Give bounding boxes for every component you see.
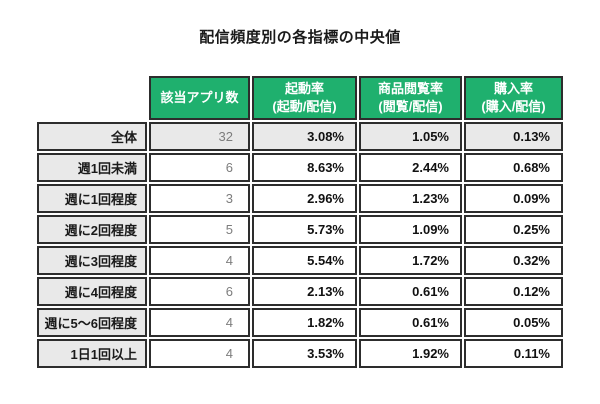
view-rate-cell: 2.44% [359, 153, 462, 182]
launch-rate-cell: 2.13% [252, 277, 357, 306]
row-label: 週1回未満 [37, 153, 147, 182]
column-header-sublabel: (購入/配信) [481, 99, 546, 114]
row-label: 週に1回程度 [37, 184, 147, 213]
purchase-rate-cell: 0.13% [464, 122, 563, 151]
purchase-rate-cell: 0.25% [464, 215, 563, 244]
view-rate-cell: 1.23% [359, 184, 462, 213]
table-row: 週に3回程度 4 5.54% 1.72% 0.32% [37, 246, 563, 275]
purchase-rate-cell: 0.05% [464, 308, 563, 337]
table-row: 週に5〜6回程度 4 1.82% 0.61% 0.05% [37, 308, 563, 337]
launch-rate-cell: 2.96% [252, 184, 357, 213]
column-header-view-rate: 商品閲覧率 (閲覧/配信) [359, 76, 462, 120]
row-label: 週に2回程度 [37, 215, 147, 244]
app-count-cell: 32 [149, 122, 250, 151]
launch-rate-cell: 5.54% [252, 246, 357, 275]
column-header-launch-rate: 起動率 (起動/配信) [252, 76, 357, 120]
launch-rate-cell: 8.63% [252, 153, 357, 182]
header-row: 該当アプリ数 起動率 (起動/配信) 商品閲覧率 (閲覧/配信) 購入率 (購入… [37, 76, 563, 120]
table-row: 週に1回程度 3 2.96% 1.23% 0.09% [37, 184, 563, 213]
row-label: 週に4回程度 [37, 277, 147, 306]
row-label: 週に5〜6回程度 [37, 308, 147, 337]
purchase-rate-cell: 0.09% [464, 184, 563, 213]
metrics-table: 該当アプリ数 起動率 (起動/配信) 商品閲覧率 (閲覧/配信) 購入率 (購入… [35, 74, 565, 370]
page-title: 配信頻度別の各指標の中央値 [199, 29, 401, 46]
view-rate-cell: 0.61% [359, 308, 462, 337]
column-header-label: 起動率 [284, 81, 324, 97]
launch-rate-cell: 3.08% [252, 122, 357, 151]
row-label: 全体 [37, 122, 147, 151]
column-header-app-count: 該当アプリ数 [149, 76, 250, 120]
column-header-label: 購入率 [493, 81, 533, 97]
app-count-cell: 4 [149, 246, 250, 275]
column-header-purchase-rate: 購入率 (購入/配信) [464, 76, 563, 120]
app-count-cell: 3 [149, 184, 250, 213]
column-header-label: 商品閲覧率 [377, 81, 443, 97]
launch-rate-cell: 3.53% [252, 339, 357, 368]
table-row: 週に2回程度 5 5.73% 1.09% 0.25% [37, 215, 563, 244]
view-rate-cell: 1.72% [359, 246, 462, 275]
app-count-cell: 4 [149, 339, 250, 368]
table-row: 1日1回以上 4 3.53% 1.92% 0.11% [37, 339, 563, 368]
view-rate-cell: 1.05% [359, 122, 462, 151]
column-header-sublabel: (起動/配信) [272, 99, 337, 114]
view-rate-cell: 1.09% [359, 215, 462, 244]
launch-rate-cell: 1.82% [252, 308, 357, 337]
table-row: 週1回未満 6 8.63% 2.44% 0.68% [37, 153, 563, 182]
purchase-rate-cell: 0.32% [464, 246, 563, 275]
purchase-rate-cell: 0.12% [464, 277, 563, 306]
row-label: 1日1回以上 [37, 339, 147, 368]
app-count-cell: 5 [149, 215, 250, 244]
table-row: 週に4回程度 6 2.13% 0.61% 0.12% [37, 277, 563, 306]
table-row-overall: 全体 32 3.08% 1.05% 0.13% [37, 122, 563, 151]
column-header-label: 該当アプリ数 [160, 90, 239, 106]
app-count-cell: 6 [149, 277, 250, 306]
view-rate-cell: 0.61% [359, 277, 462, 306]
view-rate-cell: 1.92% [359, 339, 462, 368]
app-count-cell: 4 [149, 308, 250, 337]
column-header-sublabel: (閲覧/配信) [378, 99, 443, 114]
row-label: 週に3回程度 [37, 246, 147, 275]
corner-blank-cell [37, 76, 147, 120]
purchase-rate-cell: 0.68% [464, 153, 563, 182]
app-count-cell: 6 [149, 153, 250, 182]
launch-rate-cell: 5.73% [252, 215, 357, 244]
purchase-rate-cell: 0.11% [464, 339, 563, 368]
